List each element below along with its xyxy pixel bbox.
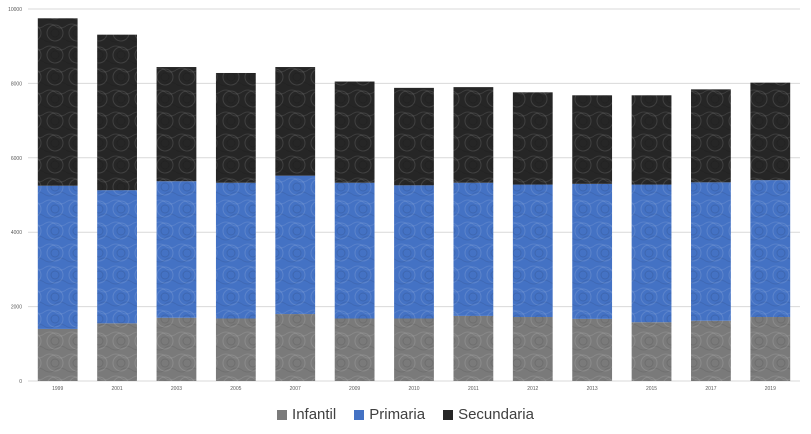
y-tick-label: 2000 bbox=[11, 305, 22, 311]
bar-texture bbox=[572, 318, 613, 381]
bar-texture bbox=[275, 175, 316, 315]
x-tick-label: 2005 bbox=[230, 386, 241, 392]
bar-stack bbox=[215, 72, 256, 381]
bar-texture bbox=[215, 182, 256, 319]
x-axis-ticks: 1999 2001 2003 2005 2007 2009 2010 2011 2012 2013… bbox=[52, 386, 776, 392]
bar-texture bbox=[37, 328, 78, 381]
bar-texture bbox=[631, 95, 672, 185]
bar-texture bbox=[453, 315, 494, 381]
bar-stack bbox=[394, 87, 434, 381]
bar-stack bbox=[750, 82, 791, 381]
legend: Infantil Primaria Secundaria bbox=[0, 406, 811, 423]
bar-stack bbox=[572, 95, 613, 381]
bar-texture bbox=[394, 87, 434, 186]
bar-stack bbox=[37, 18, 78, 381]
bar-stack bbox=[453, 87, 494, 381]
bar-texture bbox=[156, 67, 197, 182]
legend-item-secundaria: Secundaria bbox=[443, 406, 534, 423]
bar-texture bbox=[572, 183, 613, 319]
bar-texture bbox=[37, 185, 78, 329]
legend-swatch bbox=[277, 409, 288, 420]
legend-swatch bbox=[443, 409, 454, 420]
bar-texture bbox=[750, 317, 791, 381]
bars bbox=[37, 18, 791, 381]
x-tick-label: 2015 bbox=[646, 386, 657, 392]
legend-label: Infantil bbox=[292, 406, 337, 423]
bar-texture bbox=[394, 185, 434, 319]
bar-texture bbox=[631, 322, 672, 381]
bar-stack bbox=[631, 95, 672, 381]
bar-texture bbox=[394, 318, 434, 381]
x-tick-label: 2011 bbox=[468, 386, 479, 392]
x-tick-label: 2007 bbox=[290, 386, 301, 392]
bar-stack bbox=[156, 67, 197, 381]
bar-texture bbox=[512, 92, 553, 185]
x-tick-label: 2003 bbox=[171, 386, 182, 392]
bar-texture bbox=[215, 72, 256, 183]
bar-stack bbox=[691, 89, 731, 381]
bar-stack bbox=[334, 81, 375, 381]
x-tick-label: 1999 bbox=[52, 386, 63, 392]
x-tick-label: 2009 bbox=[349, 386, 360, 392]
y-tick-label: 10000 bbox=[8, 7, 22, 13]
bar-texture bbox=[453, 87, 494, 183]
x-tick-label: 2013 bbox=[587, 386, 598, 392]
bar-texture bbox=[691, 320, 731, 381]
bar-texture bbox=[97, 190, 137, 324]
y-tick-label: 8000 bbox=[11, 81, 22, 87]
legend-label: Primaria bbox=[369, 406, 426, 423]
y-tick-label: 6000 bbox=[11, 156, 22, 162]
bar-texture bbox=[334, 182, 375, 319]
bar-texture bbox=[156, 181, 197, 318]
bar-texture bbox=[334, 318, 375, 381]
bar-texture bbox=[275, 67, 316, 176]
x-tick-label: 2010 bbox=[408, 386, 419, 392]
bar-texture bbox=[215, 318, 256, 381]
bar-texture bbox=[512, 317, 553, 381]
y-axis-ticks: 0 2000 4000 6000 8000 10000 bbox=[8, 7, 22, 385]
bar-texture bbox=[37, 18, 78, 186]
bar-texture bbox=[750, 82, 791, 181]
legend-label: Secundaria bbox=[458, 406, 534, 423]
bar-stack bbox=[275, 67, 316, 381]
bar-texture bbox=[97, 34, 137, 191]
x-tick-label: 2019 bbox=[765, 386, 776, 392]
bar-texture bbox=[750, 180, 791, 318]
x-tick-label: 2001 bbox=[112, 386, 123, 392]
y-tick-label: 0 bbox=[19, 379, 22, 385]
bar-texture bbox=[97, 323, 137, 381]
bar-texture bbox=[453, 182, 494, 316]
bar-stack bbox=[97, 34, 137, 381]
bar-texture bbox=[691, 182, 731, 321]
bar-stack bbox=[512, 92, 553, 381]
bar-texture bbox=[512, 184, 553, 318]
legend-item-primaria: Primaria bbox=[354, 406, 425, 423]
bar-texture bbox=[631, 184, 672, 323]
legend-item-infantil: Infantil bbox=[277, 406, 336, 423]
bar-texture bbox=[275, 314, 316, 381]
bar-texture bbox=[156, 317, 197, 381]
legend-swatch bbox=[354, 409, 365, 420]
bar-texture bbox=[691, 89, 731, 183]
bar-texture bbox=[572, 95, 613, 184]
y-tick-label: 4000 bbox=[11, 230, 22, 236]
x-tick-label: 2012 bbox=[527, 386, 538, 392]
bar-texture bbox=[334, 81, 375, 183]
x-tick-label: 2017 bbox=[705, 386, 716, 392]
